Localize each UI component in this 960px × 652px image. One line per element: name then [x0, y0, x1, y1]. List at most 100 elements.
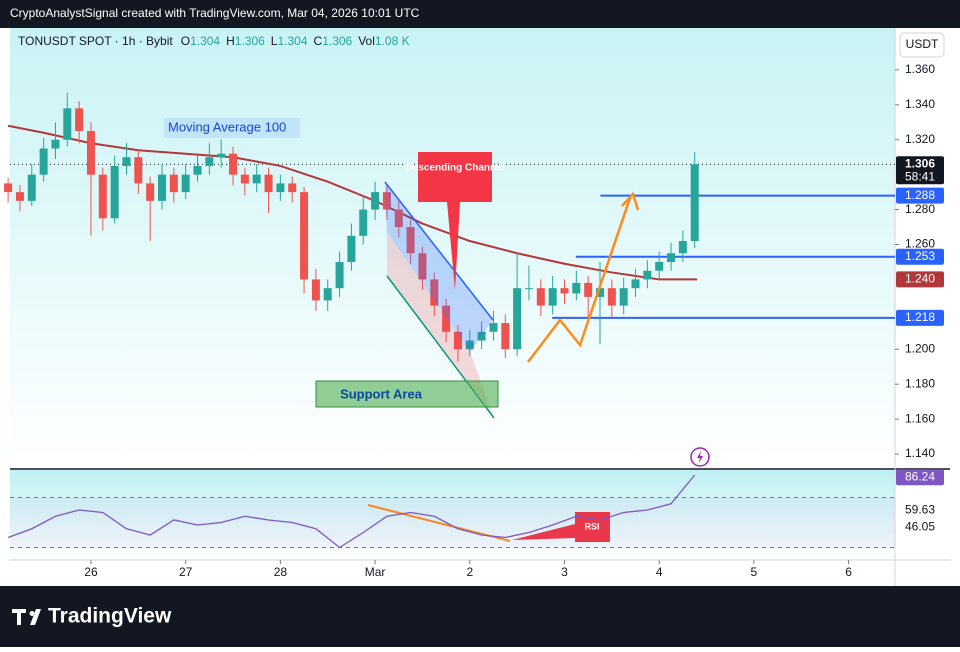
candle-body: [655, 261, 664, 271]
candle-body: [347, 235, 356, 262]
legend-key: O: [181, 34, 190, 48]
x-tick-label: 3: [561, 565, 568, 579]
candle-body: [536, 288, 545, 306]
candle-body: [110, 165, 119, 219]
moving-average: [7, 124, 698, 281]
candle-body: [382, 192, 391, 210]
x-tick-label: 2: [466, 565, 473, 579]
y-tick-label: 1.340: [905, 97, 935, 111]
legend: TONUSDT SPOT · 1h · Bybit O1.304 H1.306 L1.…: [18, 34, 410, 48]
rsi-pane: [10, 470, 895, 560]
channel-upper: [385, 182, 493, 352]
candle-body: [15, 192, 24, 201]
candle-body: [134, 157, 143, 184]
brand: TradingView: [48, 605, 172, 628]
candle-body: [75, 108, 84, 132]
channel-callout: [418, 152, 492, 290]
legend-value: 1.306: [322, 34, 352, 48]
candle-body: [501, 323, 510, 350]
y-tick-label: 1.160: [905, 411, 935, 425]
top-bar: [0, 0, 960, 28]
candle-body: [619, 288, 628, 306]
price-tag-label: 1.288: [905, 188, 935, 202]
ma-label: Moving Average 100: [168, 119, 286, 134]
arrow-head: [621, 191, 640, 211]
candle-body: [323, 288, 332, 301]
rsi-tag-label: 59.63: [905, 503, 935, 517]
candle-body: [229, 153, 238, 175]
candle-body: [442, 305, 451, 332]
currency: USDT: [906, 37, 939, 51]
y-tick-label: 1.280: [905, 202, 935, 216]
candle-body: [513, 288, 522, 350]
drawings: Support Area Descending Channel Moving A…: [164, 118, 710, 542]
candle-body: [51, 139, 60, 149]
candle-body: [311, 279, 320, 301]
legend-value: 1.306: [235, 34, 265, 48]
support-box: [315, 380, 499, 408]
candle-body: [240, 174, 249, 184]
rsi-band: [10, 497, 895, 548]
candle-body: [169, 174, 178, 193]
candle-body: [643, 270, 652, 280]
currency-button[interactable]: [899, 32, 945, 58]
x-tick-label: 6: [845, 565, 852, 579]
candle-body: [157, 174, 166, 201]
price-tag: [896, 309, 944, 326]
candle-body: [572, 282, 581, 294]
rsi-tag: [896, 469, 944, 486]
candle-body: [205, 157, 214, 166]
candle-body: [406, 227, 415, 254]
candle-body: [276, 183, 285, 193]
legend-value: 1.304: [190, 34, 220, 48]
candle-body: [560, 288, 569, 294]
candle-body: [359, 209, 368, 236]
candle-body: [98, 174, 107, 219]
candle-body: [122, 157, 131, 166]
candle-body: [667, 253, 676, 262]
legend-value: 1.08 K: [375, 34, 410, 48]
legend-key: C: [314, 34, 323, 48]
projection-arrow: [527, 197, 632, 363]
price-tag: [896, 187, 944, 204]
y-tick-label: 1.200: [905, 341, 935, 355]
price-tag: [896, 248, 944, 265]
candle-body: [418, 253, 427, 280]
candle-body: [300, 192, 309, 280]
candle-body: [39, 148, 48, 175]
candle-body: [371, 192, 380, 210]
legend-key: Vol: [358, 34, 375, 48]
candle-body: [524, 288, 533, 290]
candle-body: [288, 183, 297, 193]
x-tick-label: Mar: [365, 565, 386, 579]
y-tick-label: 1.260: [905, 237, 935, 251]
x-tick-label: 5: [751, 565, 758, 579]
legend-value: 1.304: [277, 34, 307, 48]
candle-body: [217, 153, 226, 158]
candle-body: [548, 288, 557, 306]
candle-body: [607, 288, 616, 306]
x-tick-label: 27: [179, 565, 193, 579]
rsi-tag-label: 46.05: [905, 520, 935, 534]
header-text: CryptoAnalystSignal created with Trading…: [10, 6, 420, 20]
legend-key: H: [226, 34, 235, 48]
candle-body: [453, 331, 462, 350]
ma-tag-label: 1.240: [905, 272, 935, 286]
price-tag-label: 1.253: [905, 249, 935, 263]
price-tag-label: 1.218: [905, 310, 935, 324]
symbol: TONUSDT SPOT · 1h · Bybit: [18, 34, 173, 48]
candle-body: [477, 331, 486, 341]
ma-tag: [896, 271, 944, 288]
y-tick-label: 1.140: [905, 446, 935, 460]
candle-body: [86, 131, 95, 175]
candle-body: [631, 279, 640, 289]
candle-body: [264, 174, 273, 193]
candle-body: [465, 340, 474, 350]
rsi-line: [7, 474, 696, 549]
candle-body: [394, 209, 403, 228]
candle-body: [252, 174, 261, 184]
candle-body: [489, 323, 498, 332]
bottom-bar: [0, 586, 960, 647]
candle-body: [27, 174, 36, 201]
